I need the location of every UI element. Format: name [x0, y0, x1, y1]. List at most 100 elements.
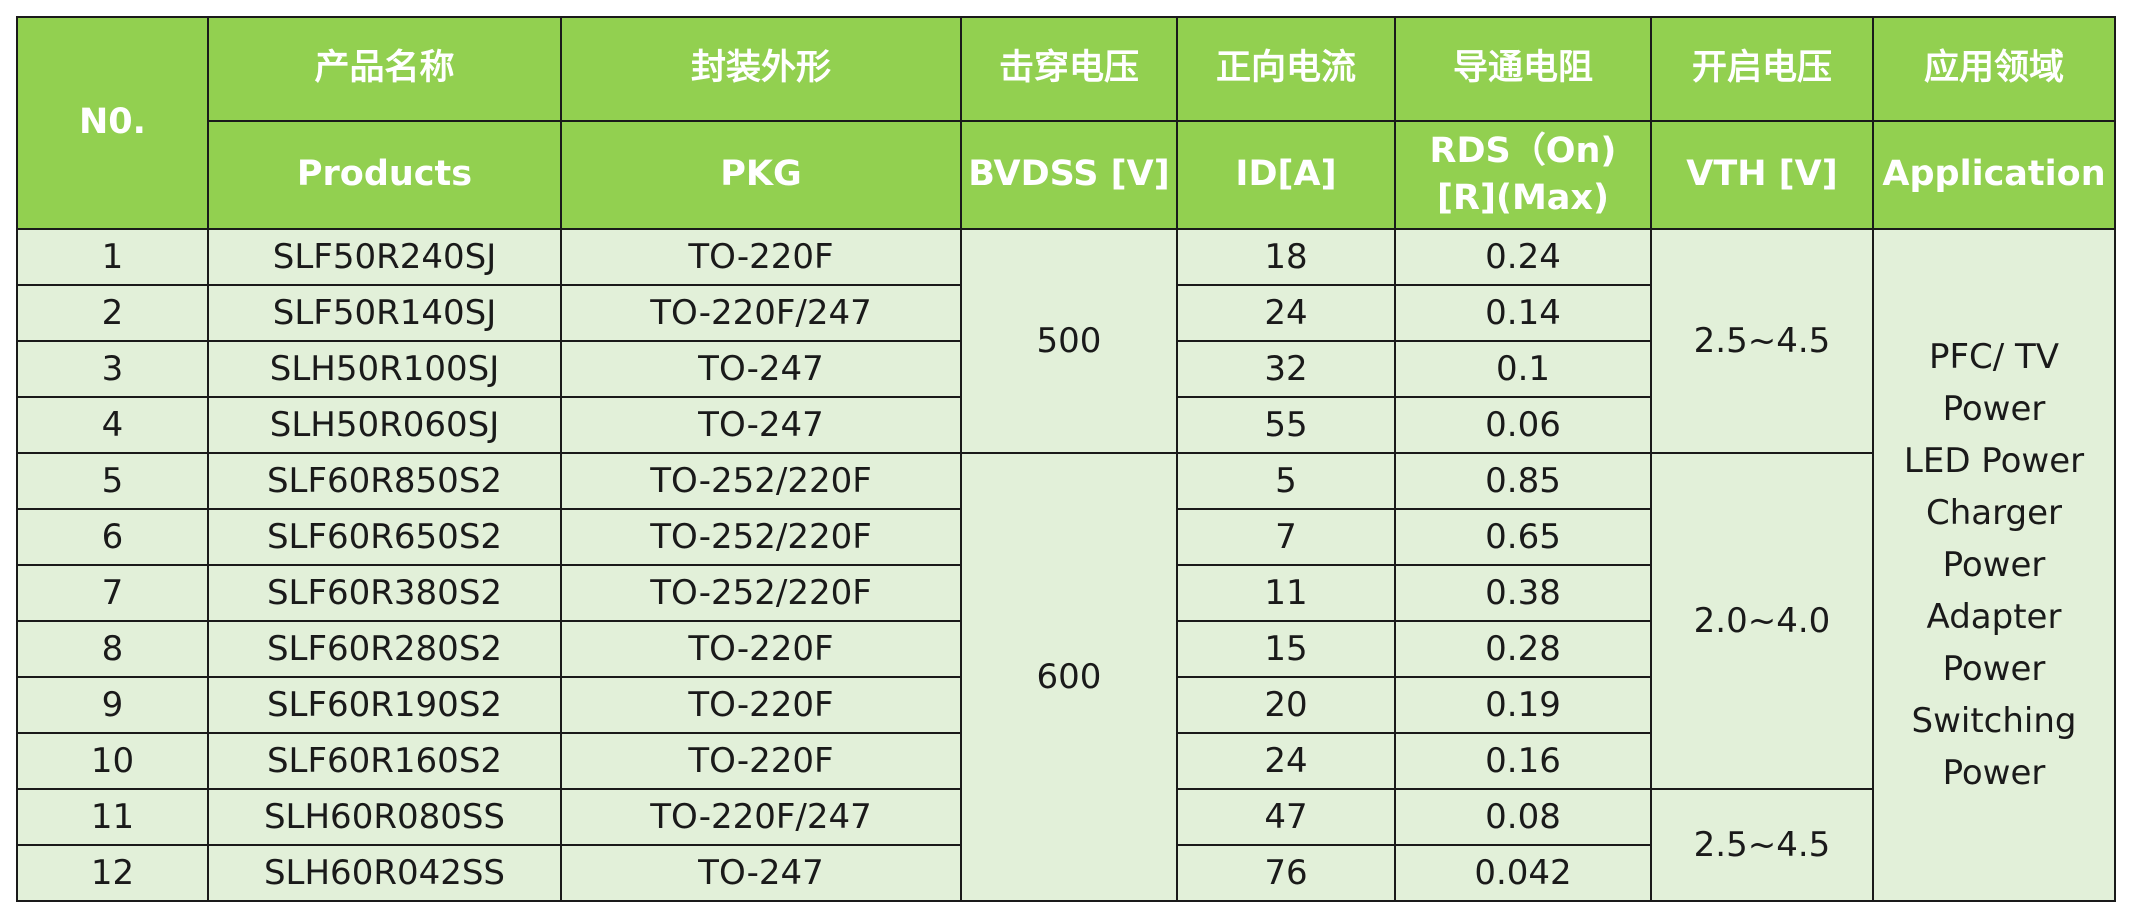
cell-id: 18 [1176, 228, 1396, 286]
cell-rds: 0.38 [1394, 564, 1652, 622]
cell-rds: 0.85 [1394, 452, 1652, 510]
cell-product: SLF60R280S2 [207, 620, 562, 678]
cell-rds: 0.24 [1394, 228, 1652, 286]
table-row: 10 SLF60R160S2 TO-220F 24 0.16 [16, 732, 2115, 790]
cell-product: SLF60R190S2 [207, 676, 562, 734]
header-products-cn: 产品名称 [207, 16, 562, 122]
application-line: Charger [1926, 493, 2062, 533]
cell-id: 47 [1176, 788, 1396, 846]
table-header: N0. 产品名称 封装外形 击穿电压 正向电流 导通电阻 开启电压 应用领域 P… [16, 16, 2116, 230]
application-line: Power [1942, 753, 2046, 793]
cell-product: SLH50R060SJ [207, 396, 562, 454]
cell-pkg: TO-220F [560, 620, 962, 678]
table-row: 6 SLF60R650S2 TO-252/220F 7 0.65 [16, 508, 2115, 566]
header-id-cn: 正向电流 [1176, 16, 1396, 122]
cell-no: 3 [16, 340, 209, 398]
header-vth-cn: 开启电压 [1650, 16, 1874, 122]
cell-id: 20 [1176, 676, 1396, 734]
header-row-en: Products PKG BVDSS [V] ID[A] RDS（On) [R]… [17, 120, 2116, 230]
cell-pkg: TO-252/220F [560, 508, 962, 566]
cell-id: 11 [1176, 564, 1396, 622]
cell-pkg: TO-220F/247 [560, 788, 962, 846]
header-pkg-en: PKG [560, 120, 962, 230]
application-line: Switching [1911, 701, 2077, 741]
cell-id: 55 [1176, 396, 1396, 454]
cell-product: SLF60R380S2 [207, 564, 562, 622]
cell-id: 24 [1176, 284, 1396, 342]
cell-vth-group: 2.0~4.0 [1650, 452, 1874, 790]
application-line: Power [1942, 545, 2046, 585]
header-rds-en: RDS（On) [R](Max) [1394, 120, 1652, 230]
table-row: 11 SLH60R080SS TO-220F/247 47 0.08 2.5~4… [16, 788, 2115, 902]
cell-rds: 0.65 [1394, 508, 1652, 566]
cell-no: 10 [16, 732, 209, 790]
table-row: 1 SLF50R240SJ TO-220F 500 18 0.24 2.5~4.… [16, 228, 2116, 902]
header-rds-en-line1: RDS（On) [1429, 130, 1617, 171]
cell-rds: 0.16 [1394, 732, 1652, 790]
cell-rds: 0.19 [1394, 676, 1652, 734]
cell-rds: 0.08 [1394, 788, 1652, 846]
cell-id: 5 [1176, 452, 1396, 510]
cell-rds: 0.14 [1394, 284, 1652, 342]
cell-no: 6 [16, 508, 209, 566]
header-app-cn: 应用领域 [1872, 16, 2116, 122]
application-line: Power [1942, 389, 2046, 429]
cell-vth-group: 2.5~4.5 [1650, 228, 1874, 454]
table-row: 5 SLF60R850S2 TO-252/220F 600 5 0.85 2.0… [16, 452, 2115, 902]
table-row: 12 SLH60R042SS TO-247 76 0.042 [16, 844, 2115, 902]
cell-no: 5 [16, 452, 209, 510]
cell-id: 24 [1176, 732, 1396, 790]
cell-no: 7 [16, 564, 209, 622]
header-bvdss-en: BVDSS [V] [960, 120, 1178, 230]
cell-no: 9 [16, 676, 209, 734]
header-app-en: Application [1872, 120, 2116, 230]
cell-pkg: TO-252/220F [560, 452, 962, 510]
table-row: 9 SLF60R190S2 TO-220F 20 0.19 [16, 676, 2115, 734]
cell-no: 4 [16, 396, 209, 454]
cell-rds: 0.1 [1394, 340, 1652, 398]
cell-application: PFC/ TV Power LED Power Charger Power Ad… [1872, 228, 2116, 902]
cell-product: SLF60R850S2 [207, 452, 562, 510]
cell-no: 1 [16, 228, 209, 286]
table-row: 3 SLH50R100SJ TO-247 32 0.1 [16, 340, 2115, 398]
product-spec-table-container: N0. 产品名称 封装外形 击穿电压 正向电流 导通电阻 开启电压 应用领域 P… [16, 16, 2116, 902]
header-no: N0. [16, 16, 209, 230]
cell-id: 76 [1176, 844, 1396, 902]
cell-product: SLH60R080SS [207, 788, 562, 846]
cell-id: 32 [1176, 340, 1396, 398]
cell-product: SLH60R042SS [207, 844, 562, 902]
cell-bvdss-group: 600 [960, 452, 1178, 902]
header-bvdss-cn: 击穿电压 [960, 16, 1178, 122]
header-pkg-cn: 封装外形 [560, 16, 962, 122]
header-rds-en-line2: [R](Max) [1437, 178, 1609, 218]
cell-pkg: TO-247 [560, 340, 962, 398]
table-row: 2 SLF50R140SJ TO-220F/247 24 0.14 [16, 284, 2115, 342]
cell-no: 2 [16, 284, 209, 342]
header-row-cn: N0. 产品名称 封装外形 击穿电压 正向电流 导通电阻 开启电压 应用领域 [16, 16, 2116, 230]
header-vth-en: VTH [V] [1650, 120, 1874, 230]
cell-id: 7 [1176, 508, 1396, 566]
cell-pkg: TO-247 [560, 396, 962, 454]
cell-product: SLH50R100SJ [207, 340, 562, 398]
header-id-en: ID[A] [1176, 120, 1396, 230]
header-products-en: Products [207, 120, 562, 230]
application-line: Power [1942, 649, 2046, 689]
cell-pkg: TO-220F [560, 676, 962, 734]
cell-vth-group: 2.5~4.5 [1650, 788, 1874, 902]
cell-product: SLF60R650S2 [207, 508, 562, 566]
application-line: LED Power [1903, 441, 2085, 481]
cell-no: 12 [16, 844, 209, 902]
cell-pkg: TO-220F [560, 228, 962, 286]
cell-rds: 0.042 [1394, 844, 1652, 902]
cell-bvdss-group: 500 [960, 228, 1178, 454]
cell-rds: 0.28 [1394, 620, 1652, 678]
cell-pkg: TO-247 [560, 844, 962, 902]
table-row: 7 SLF60R380S2 TO-252/220F 11 0.38 [16, 564, 2115, 622]
cell-pkg: TO-220F [560, 732, 962, 790]
cell-no: 11 [16, 788, 209, 846]
cell-no: 8 [16, 620, 209, 678]
table-body: 1 SLF50R240SJ TO-220F 500 18 0.24 2.5~4.… [16, 228, 2116, 902]
table-row: 8 SLF60R280S2 TO-220F 15 0.28 [16, 620, 2115, 678]
application-line: Adapter [1926, 597, 2062, 637]
cell-rds: 0.06 [1394, 396, 1652, 454]
